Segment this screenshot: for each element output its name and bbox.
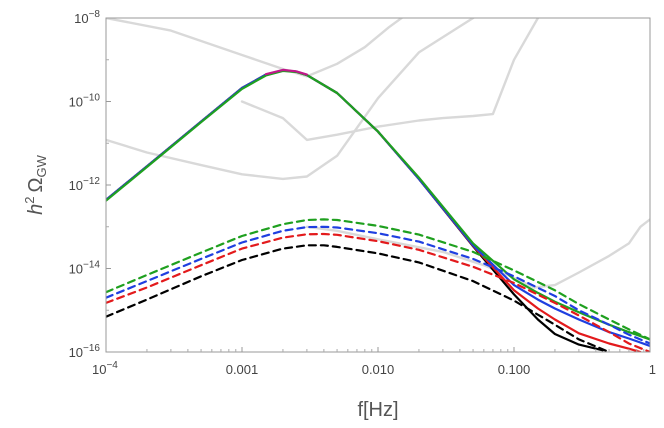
x-tick-label-2: 0.010 xyxy=(362,362,395,377)
x-tick-label-1: 0.001 xyxy=(226,362,259,377)
series-line-2 xyxy=(240,18,540,142)
y-tick-label-2: 10−12 xyxy=(69,176,101,193)
series-line-9 xyxy=(106,244,611,352)
y-tick-label-0: 10−16 xyxy=(69,343,101,360)
series-line-11 xyxy=(106,225,650,345)
series-line-3 xyxy=(305,218,650,289)
x-tick-label-0: 10−4 xyxy=(92,360,118,377)
plot-frame xyxy=(105,17,651,353)
y-axis-title-prefix: h xyxy=(25,204,47,215)
y-axis-title: h2 ΩGW xyxy=(22,154,49,214)
y-axis-title-main: Ω xyxy=(25,177,47,192)
series-line-7 xyxy=(106,69,650,341)
y-tick-label-3: 10−10 xyxy=(69,93,101,110)
y-axis-title-power: 2 xyxy=(22,196,37,203)
x-axis-ticks: 10−4 0.001 0.010 0.100 1 xyxy=(92,347,656,377)
x-tick-label-3: 0.100 xyxy=(498,362,531,377)
x-axis-title: f[Hz] xyxy=(357,399,398,421)
series-line-0 xyxy=(106,18,476,181)
x-tick-label-4: 1 xyxy=(649,362,656,377)
series-line-6 xyxy=(106,69,650,347)
series-layer xyxy=(106,18,650,352)
y-tick-label-1: 10−14 xyxy=(69,260,101,277)
y-axis-ticks: 10−16 10−14 10−12 10−10 10−8 xyxy=(69,9,111,360)
y-axis-title-subscript: GW xyxy=(34,154,49,177)
series-line-1 xyxy=(106,18,404,78)
series-line-10 xyxy=(106,232,650,352)
series-line-12 xyxy=(106,218,650,341)
series-line-8 xyxy=(264,68,308,76)
y-tick-label-4: 10−8 xyxy=(74,9,100,26)
